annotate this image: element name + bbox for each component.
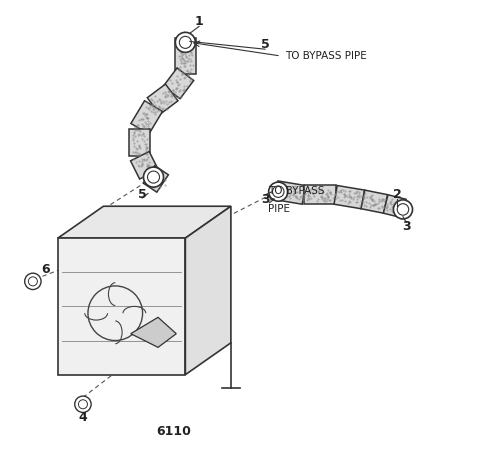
Circle shape bbox=[175, 33, 195, 52]
Polygon shape bbox=[131, 317, 176, 347]
Polygon shape bbox=[163, 68, 194, 98]
Circle shape bbox=[144, 167, 164, 187]
Text: 3: 3 bbox=[261, 193, 269, 206]
Polygon shape bbox=[131, 152, 158, 179]
Polygon shape bbox=[130, 129, 150, 156]
Polygon shape bbox=[384, 195, 406, 218]
Circle shape bbox=[75, 396, 91, 413]
Polygon shape bbox=[131, 101, 162, 134]
Text: 3: 3 bbox=[402, 220, 410, 233]
Text: 4: 4 bbox=[79, 411, 87, 425]
Text: 1: 1 bbox=[195, 16, 204, 28]
Text: 5: 5 bbox=[138, 188, 146, 202]
Polygon shape bbox=[147, 84, 178, 114]
Text: 5: 5 bbox=[261, 38, 269, 51]
Circle shape bbox=[394, 200, 412, 219]
Polygon shape bbox=[361, 190, 387, 213]
Polygon shape bbox=[185, 206, 231, 375]
Polygon shape bbox=[143, 166, 168, 192]
Polygon shape bbox=[304, 185, 336, 204]
Polygon shape bbox=[275, 181, 305, 204]
Text: TO BYPASS: TO BYPASS bbox=[268, 186, 325, 196]
Text: 6: 6 bbox=[41, 263, 49, 277]
Text: TO BYPASS PIPE: TO BYPASS PIPE bbox=[286, 51, 367, 61]
Polygon shape bbox=[58, 206, 231, 238]
Circle shape bbox=[24, 273, 41, 289]
Text: 2: 2 bbox=[393, 188, 401, 202]
Text: 6110: 6110 bbox=[156, 425, 192, 438]
Polygon shape bbox=[58, 238, 185, 375]
Circle shape bbox=[269, 182, 288, 201]
Polygon shape bbox=[334, 185, 364, 209]
Text: PIPE: PIPE bbox=[268, 204, 290, 214]
Polygon shape bbox=[175, 38, 196, 74]
